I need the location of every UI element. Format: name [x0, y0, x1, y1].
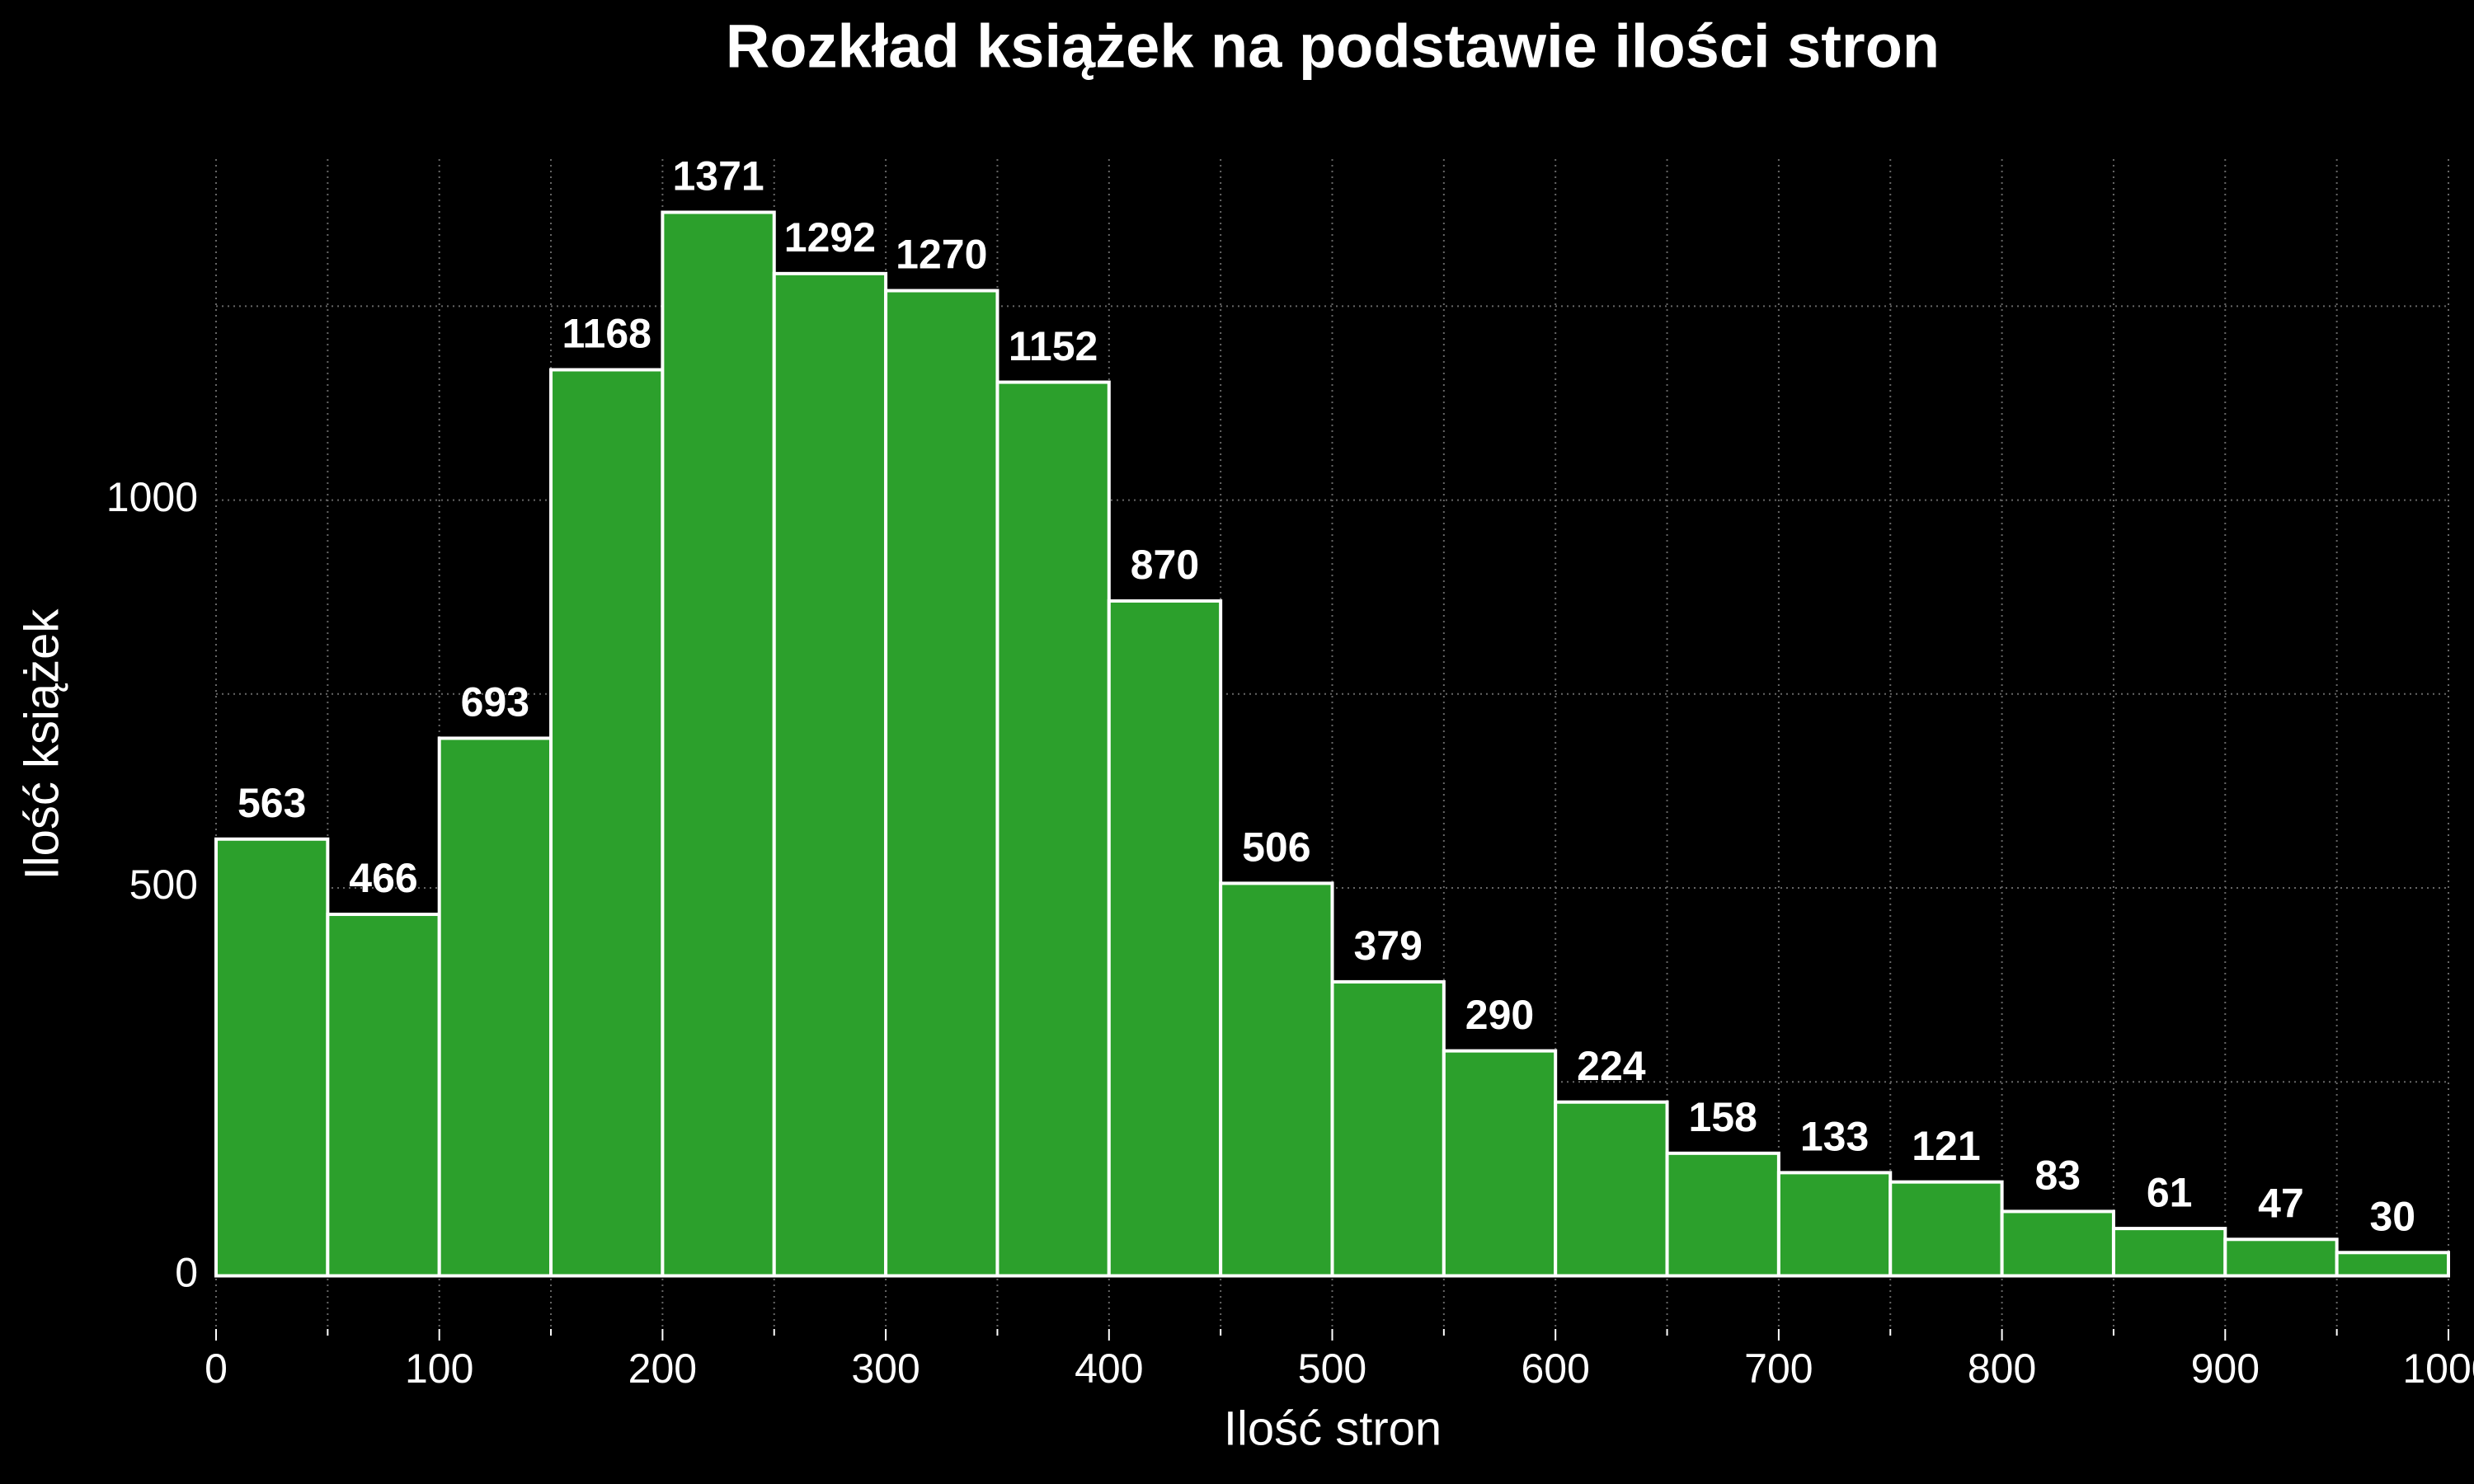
value-label: 61 [2147, 1169, 2193, 1215]
value-label: 870 [1131, 542, 1199, 588]
bar [1665, 1151, 1780, 1278]
y-axis-label: Ilość książek [15, 608, 68, 881]
value-label: 379 [1353, 923, 1422, 969]
x-tick-label: 100 [405, 1345, 473, 1392]
y-tick-label: 1000 [106, 474, 198, 520]
value-label: 30 [2370, 1193, 2416, 1239]
value-label: 47 [2258, 1180, 2304, 1226]
bar [1776, 1171, 1893, 1278]
bar [884, 289, 999, 1278]
value-label: 158 [1689, 1094, 1757, 1140]
bar [2223, 1237, 2339, 1278]
value-label: 121 [1912, 1123, 1980, 1169]
x-tick-label: 400 [1075, 1345, 1143, 1392]
bar [772, 271, 888, 1278]
value-label: 133 [1800, 1114, 1869, 1160]
x-tick-label: 500 [1298, 1345, 1366, 1392]
value-label: 290 [1465, 992, 1534, 1038]
bar [326, 913, 441, 1278]
value-label: 693 [461, 679, 529, 726]
bar [2335, 1251, 2450, 1278]
y-tick-label: 500 [129, 862, 198, 908]
bar [549, 368, 665, 1278]
x-tick-label: 300 [851, 1345, 920, 1392]
x-axis-label: Ilość stron [1224, 1402, 1442, 1455]
x-tick-label: 900 [2191, 1345, 2260, 1392]
x-tick-label: 800 [1968, 1345, 2036, 1392]
bar [2111, 1227, 2227, 1278]
x-tick-label: 600 [1521, 1345, 1589, 1392]
bar [1554, 1100, 1669, 1278]
bar [1219, 881, 1334, 1278]
value-label: 1371 [672, 153, 764, 200]
value-label: 1270 [896, 232, 987, 278]
bar [1330, 979, 1446, 1278]
chart-title: Rozkład książek na podstawie ilości stro… [726, 12, 1940, 81]
value-label: 83 [2034, 1153, 2081, 1199]
value-label: 506 [1242, 824, 1310, 871]
x-tick-label: 0 [205, 1345, 228, 1392]
value-label: 1152 [1009, 323, 1098, 369]
y-tick-label: 0 [175, 1250, 198, 1296]
bar [661, 210, 776, 1278]
bar [1107, 599, 1223, 1278]
bar [214, 837, 330, 1278]
bar [1888, 1180, 2004, 1278]
bar [2000, 1209, 2115, 1278]
x-tick-label: 1000 [2402, 1345, 2474, 1392]
value-label: 224 [1577, 1043, 1646, 1089]
x-tick-label: 200 [628, 1345, 697, 1392]
value-label: 1168 [562, 311, 651, 357]
value-label: 563 [238, 780, 306, 826]
x-tick-label: 700 [1744, 1345, 1813, 1392]
value-label: 466 [349, 855, 417, 901]
bar [437, 736, 553, 1278]
value-label: 1292 [784, 214, 876, 261]
bar [1442, 1049, 1558, 1278]
bar [995, 380, 1111, 1278]
